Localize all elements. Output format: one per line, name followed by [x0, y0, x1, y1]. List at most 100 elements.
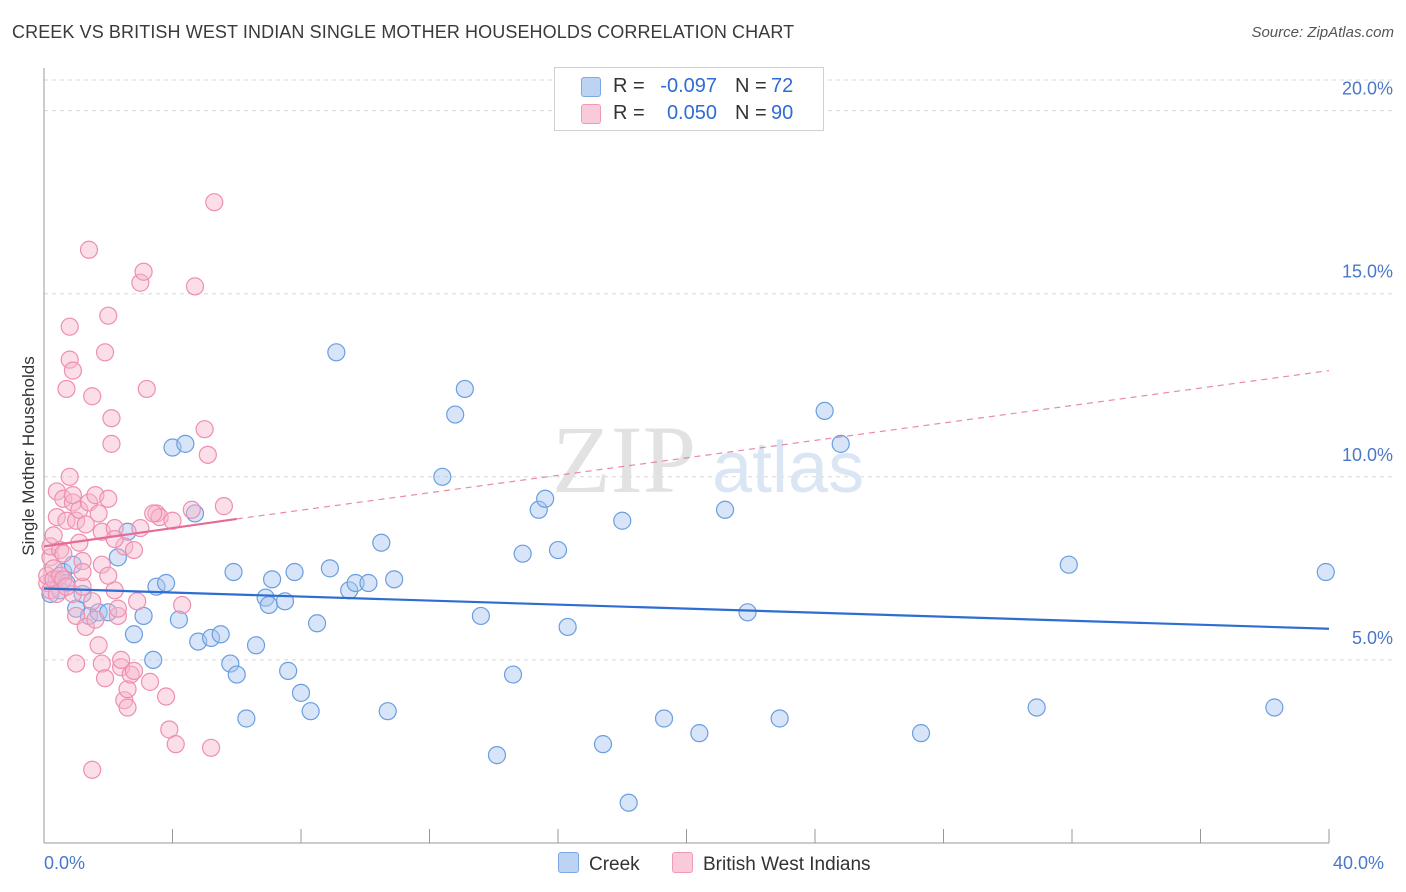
bwi-point: [54, 489, 73, 508]
creek-point: [548, 540, 568, 560]
creek-point: [227, 665, 246, 684]
y-axis-label: Single Mother Households: [19, 356, 38, 555]
creek-point: [372, 533, 391, 552]
source-credit: Source: ZipAtlas.com: [1251, 24, 1394, 41]
gridlines: [44, 79, 1395, 661]
bwi-point: [108, 599, 127, 618]
creek-point: [911, 724, 931, 743]
legend-n-value: 72: [771, 75, 794, 97]
y-tick-label: 20.0%: [1342, 79, 1393, 99]
bwi-point: [131, 273, 150, 292]
creek-point: [690, 724, 709, 743]
bwi-point: [166, 735, 185, 754]
bottom-legend-label-creek: Creek: [589, 854, 640, 875]
bottom-legend-bwi: British West Indians: [672, 852, 871, 876]
bwi-point: [92, 654, 111, 673]
creek-point: [169, 610, 189, 629]
y-tick-label: 5.0%: [1352, 628, 1393, 648]
creek-point: [536, 489, 555, 508]
creek-point: [346, 573, 365, 593]
bwi-point: [57, 379, 76, 399]
bwi-point: [57, 577, 76, 596]
legend-r-value: -0.097: [660, 75, 717, 97]
bwi-point: [60, 317, 79, 336]
bwi-point: [185, 277, 205, 296]
creek-point: [558, 617, 577, 637]
bwi-point: [118, 680, 137, 699]
creek-point: [619, 793, 638, 812]
bottom-legend-label-bwi: British West Indians: [703, 854, 871, 875]
legend-row-creek: R = -0.097 N = 72: [555, 74, 823, 100]
creek-point: [385, 570, 404, 589]
bwi-point: [86, 610, 105, 629]
creek-point: [259, 595, 278, 615]
bwi-point: [99, 566, 118, 585]
bwi-point: [63, 493, 83, 512]
creek-point: [529, 500, 548, 519]
bwi-point: [108, 606, 127, 626]
bwi-point: [144, 504, 163, 523]
bottom-legend-swatch-bwi: [672, 852, 693, 873]
bwi-point: [124, 661, 144, 680]
bwi-point: [95, 343, 115, 362]
legend-n-label: N =: [735, 102, 767, 124]
creek-point: [320, 559, 340, 578]
bwi-point: [95, 669, 115, 688]
correlation-legend: R = -0.097 N = 72 R = 0.050 N = 90: [554, 67, 824, 131]
bwi-point: [63, 486, 83, 505]
bwi-point: [92, 555, 111, 574]
bwi-point: [57, 511, 76, 530]
bwi-point: [105, 529, 124, 549]
creek-point: [446, 405, 465, 424]
creek-point: [124, 625, 144, 644]
bwi-point: [124, 540, 144, 560]
bwi-point: [60, 350, 79, 369]
creek-point: [224, 562, 243, 582]
creek-point: [359, 573, 378, 593]
bwi-trend-line-extension: [236, 370, 1330, 520]
creek-point: [487, 746, 507, 765]
creek-point: [513, 544, 532, 563]
bwi-point: [60, 467, 79, 486]
creek-point: [246, 636, 266, 655]
bwi-point: [173, 595, 192, 615]
legend-n-value: 90: [771, 102, 794, 124]
watermark-zip: ZIP: [552, 406, 696, 513]
legend-row-bwi: R = 0.050 N = 90: [555, 101, 823, 127]
creek-point: [1265, 698, 1284, 717]
bwi-point: [83, 592, 102, 611]
creek-point: [613, 511, 632, 530]
bwi-point: [156, 687, 176, 706]
x-tick-label-max: 40.0%: [1333, 853, 1384, 873]
creek-point: [831, 434, 850, 453]
legend-r-value: 0.050: [666, 102, 717, 124]
creek-point: [156, 573, 176, 593]
bwi-point: [201, 738, 221, 757]
chart-title: CREEK VS BRITISH WEST INDIAN SINGLE MOTH…: [12, 22, 795, 42]
trend-lines: [43, 370, 1330, 630]
creek-point: [301, 702, 320, 721]
bwi-point: [67, 511, 86, 530]
bwi-point: [111, 650, 131, 670]
legend-swatch-bwi: [581, 104, 601, 124]
legend-swatch-creek: [581, 77, 601, 97]
creek-point: [654, 709, 674, 728]
creek-point: [279, 661, 298, 680]
bwi-point: [205, 193, 224, 212]
bwi-point: [76, 617, 95, 637]
bwi-point: [83, 760, 102, 779]
creek-point: [455, 379, 474, 399]
bwi-point: [47, 507, 66, 527]
creek-point: [221, 654, 240, 673]
bwi-point: [89, 636, 108, 655]
creek-point: [327, 343, 346, 362]
creek-point: [715, 500, 735, 519]
creek-point: [201, 628, 221, 648]
bwi-point: [67, 654, 86, 673]
bwi-point: [115, 537, 134, 556]
legend-r-label: R =: [613, 75, 645, 97]
bwi-point: [163, 511, 182, 530]
creek-point: [176, 434, 195, 453]
bottom-legend-creek: Creek: [558, 852, 640, 876]
bwi-point: [76, 515, 95, 534]
